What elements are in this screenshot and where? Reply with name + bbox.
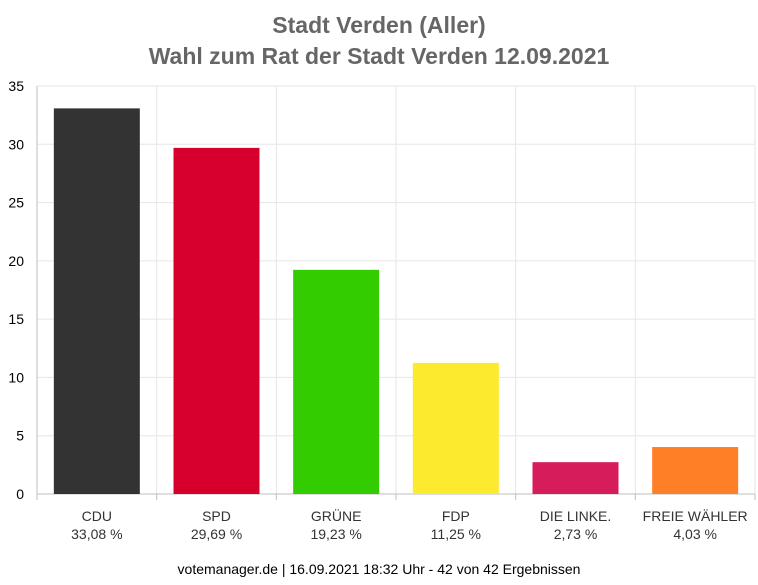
x-category-label: DIE LINKE. xyxy=(540,508,612,524)
y-tick-label: 15 xyxy=(8,311,24,327)
x-category-label: FDP xyxy=(442,508,470,524)
y-tick-label: 10 xyxy=(8,369,24,385)
x-category-label: SPD xyxy=(202,508,231,524)
y-tick-label: 25 xyxy=(8,195,24,211)
x-category-label: GRÜNE xyxy=(311,507,362,524)
y-tick-label: 20 xyxy=(8,253,24,269)
x-value-label: 33,08 % xyxy=(71,526,122,542)
bar-spd xyxy=(173,147,260,495)
y-tick-label: 30 xyxy=(8,136,24,152)
bar-fdp xyxy=(412,362,499,494)
x-value-label: 4,03 % xyxy=(673,526,717,542)
bar-cdu xyxy=(53,108,140,494)
bar-grüne xyxy=(293,269,380,494)
x-value-label: 29,69 % xyxy=(191,526,242,542)
x-category-label: CDU xyxy=(82,508,112,524)
footer-source: votemanager.de | 16.09.2021 18:32 Uhr - … xyxy=(177,561,581,577)
y-tick-label: 5 xyxy=(16,428,24,444)
y-tick-label: 0 xyxy=(16,486,24,502)
x-category-label: FREIE WÄHLER xyxy=(643,508,748,524)
y-tick-label: 35 xyxy=(8,78,24,94)
chart-title-line1: Stadt Verden (Aller) xyxy=(272,12,486,38)
bar-freie-wähler xyxy=(652,447,739,494)
bar-die-linke xyxy=(532,462,619,494)
x-value-label: 19,23 % xyxy=(310,526,361,542)
chart-title-line2: Wahl zum Rat der Stadt Verden 12.09.2021 xyxy=(148,43,610,69)
x-value-label: 11,25 % xyxy=(431,526,481,542)
x-value-label: 2,73 % xyxy=(554,526,598,542)
